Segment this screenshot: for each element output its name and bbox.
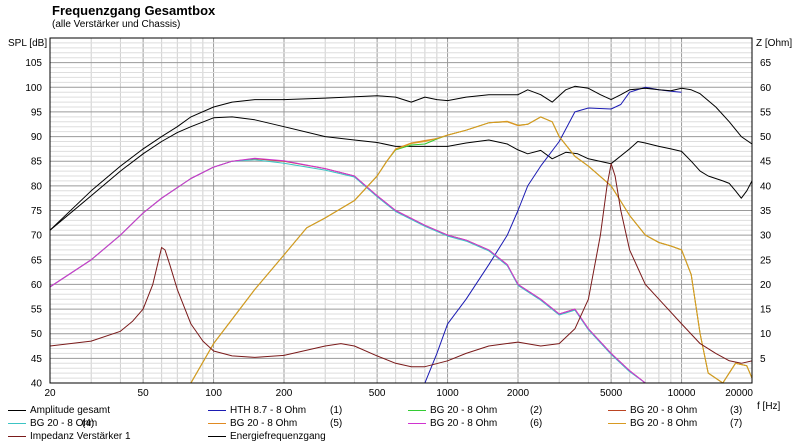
legend-item: Energiefrequenzgang: [208, 430, 403, 443]
legend-item: BG 20 - 8 Ohm (4): [8, 417, 203, 430]
y-tick-label: 105: [25, 58, 42, 69]
plot-frame: [49, 37, 753, 384]
legend-item: Amplitude gesamt: [8, 404, 203, 417]
y-tick-label: 80: [31, 181, 43, 192]
legend-index: (1): [330, 405, 343, 416]
x-tick-label: 100: [205, 388, 222, 399]
y2-tick-label: 25: [760, 255, 772, 266]
legend-item: Impedanz Verstärker 1: [8, 430, 203, 443]
legend-index: (6): [530, 418, 543, 429]
legend-swatch: [208, 436, 226, 437]
series-line-9: [50, 163, 752, 368]
y2-tick-label: 60: [760, 83, 772, 94]
legend-item: BG 20 - 8 Ohm (5): [208, 417, 403, 430]
x-axis-label: f [Hz]: [757, 401, 781, 412]
x-tick-label: 5000: [600, 388, 623, 399]
y2-tick-label: 55: [760, 107, 772, 118]
y2-tick-label: 10: [760, 329, 772, 340]
legend-label: Energiefrequenzgang: [230, 431, 326, 442]
y-tick-label: 70: [31, 231, 43, 242]
legend-swatch: [408, 423, 426, 424]
tick-labels: 40 45 50 55 60 65 70 75 80 85 90 95 100 105 5 10 15 20 25 3…: [25, 58, 771, 399]
y2-tick-label: 5: [760, 354, 766, 365]
x-tick-label: 500: [369, 388, 386, 399]
series-line-8: [190, 116, 752, 383]
legend-label: BG 20 - 8 Ohm: [630, 405, 698, 416]
chart-subtitle: (alle Verstärker und Chassis): [52, 19, 181, 30]
x-tick-label: 10000: [668, 388, 696, 399]
y-axis-label: SPL [dB]: [8, 38, 47, 49]
legend-label: BG 20 - 8 Ohm: [30, 418, 98, 429]
legend-swatch: [608, 423, 626, 424]
legend: Amplitude gesamt HTH 8.7 - 8 Ohm (1) BG 20 …: [0, 404, 800, 447]
legend-label: BG 20 - 8 Ohm: [430, 405, 498, 416]
legend-index: (5): [330, 418, 343, 429]
x-tick-label: 200: [276, 388, 293, 399]
y-tick-label: 95: [31, 107, 43, 118]
legend-index: (4): [82, 418, 95, 429]
series-line-1: [50, 116, 752, 231]
legend-label: BG 20 - 8 Ohm: [430, 418, 498, 429]
legend-swatch: [608, 410, 626, 411]
x-tick-label: 20: [44, 388, 56, 399]
x-tick-label: 20000: [725, 388, 753, 399]
legend-swatch: [208, 423, 226, 424]
legend-swatch: [408, 410, 426, 411]
y-tick-label: 100: [25, 83, 42, 94]
y-tick-label: 90: [31, 132, 43, 143]
legend-label: BG 20 - 8 Ohm: [630, 418, 698, 429]
y-tick-label: 60: [31, 280, 43, 291]
legend-swatch: [8, 423, 26, 424]
y-tick-label: 45: [31, 354, 43, 365]
y2-tick-label: 50: [760, 132, 772, 143]
y2-tick-label: 15: [760, 305, 772, 316]
y2-tick-label: 40: [760, 181, 772, 192]
legend-index: (2): [530, 405, 543, 416]
chart-title: Frequenzgang Gesamtbox: [52, 3, 216, 18]
y-tick-label: 50: [31, 329, 43, 340]
y2-tick-label: 45: [760, 157, 772, 168]
legend-swatch: [208, 410, 226, 411]
legend-swatch: [8, 436, 26, 437]
y-tick-label: 75: [31, 206, 43, 217]
y2-tick-label: 65: [760, 58, 772, 69]
y-tick-label: 55: [31, 305, 43, 316]
legend-item: BG 20 - 8 Ohm (6): [408, 417, 603, 430]
series-lines: [50, 85, 752, 383]
y-tick-label: 85: [31, 157, 43, 168]
series-line-7: [50, 157, 647, 383]
legend-label: Amplitude gesamt: [30, 405, 111, 416]
legend-label: HTH 8.7 - 8 Ohm: [230, 405, 307, 416]
y2-tick-label: 30: [760, 231, 772, 242]
series-line-10: [50, 85, 752, 231]
legend-item: BG 20 - 8 Ohm (3): [608, 404, 800, 417]
legend-label: Impedanz Verstärker 1: [30, 431, 131, 442]
legend-index: (7): [730, 418, 743, 429]
legend-swatch: [8, 410, 26, 411]
y-tick-label: 40: [31, 379, 43, 390]
y2-axis-label: Z [Ohm]: [756, 38, 792, 49]
grid-lines: [50, 38, 752, 383]
y2-tick-label: 20: [760, 280, 772, 291]
legend-label: BG 20 - 8 Ohm: [230, 418, 298, 429]
legend-index: (3): [730, 405, 743, 416]
x-tick-label: 1000: [436, 388, 459, 399]
legend-item: BG 20 - 8 Ohm (7): [608, 417, 800, 430]
y2-tick-label: 35: [760, 206, 772, 217]
legend-item: BG 20 - 8 Ohm (2): [408, 404, 603, 417]
x-tick-label: 50: [138, 388, 150, 399]
y-tick-label: 65: [31, 255, 43, 266]
x-tick-label: 2000: [507, 388, 530, 399]
legend-item: HTH 8.7 - 8 Ohm (1): [208, 404, 403, 417]
